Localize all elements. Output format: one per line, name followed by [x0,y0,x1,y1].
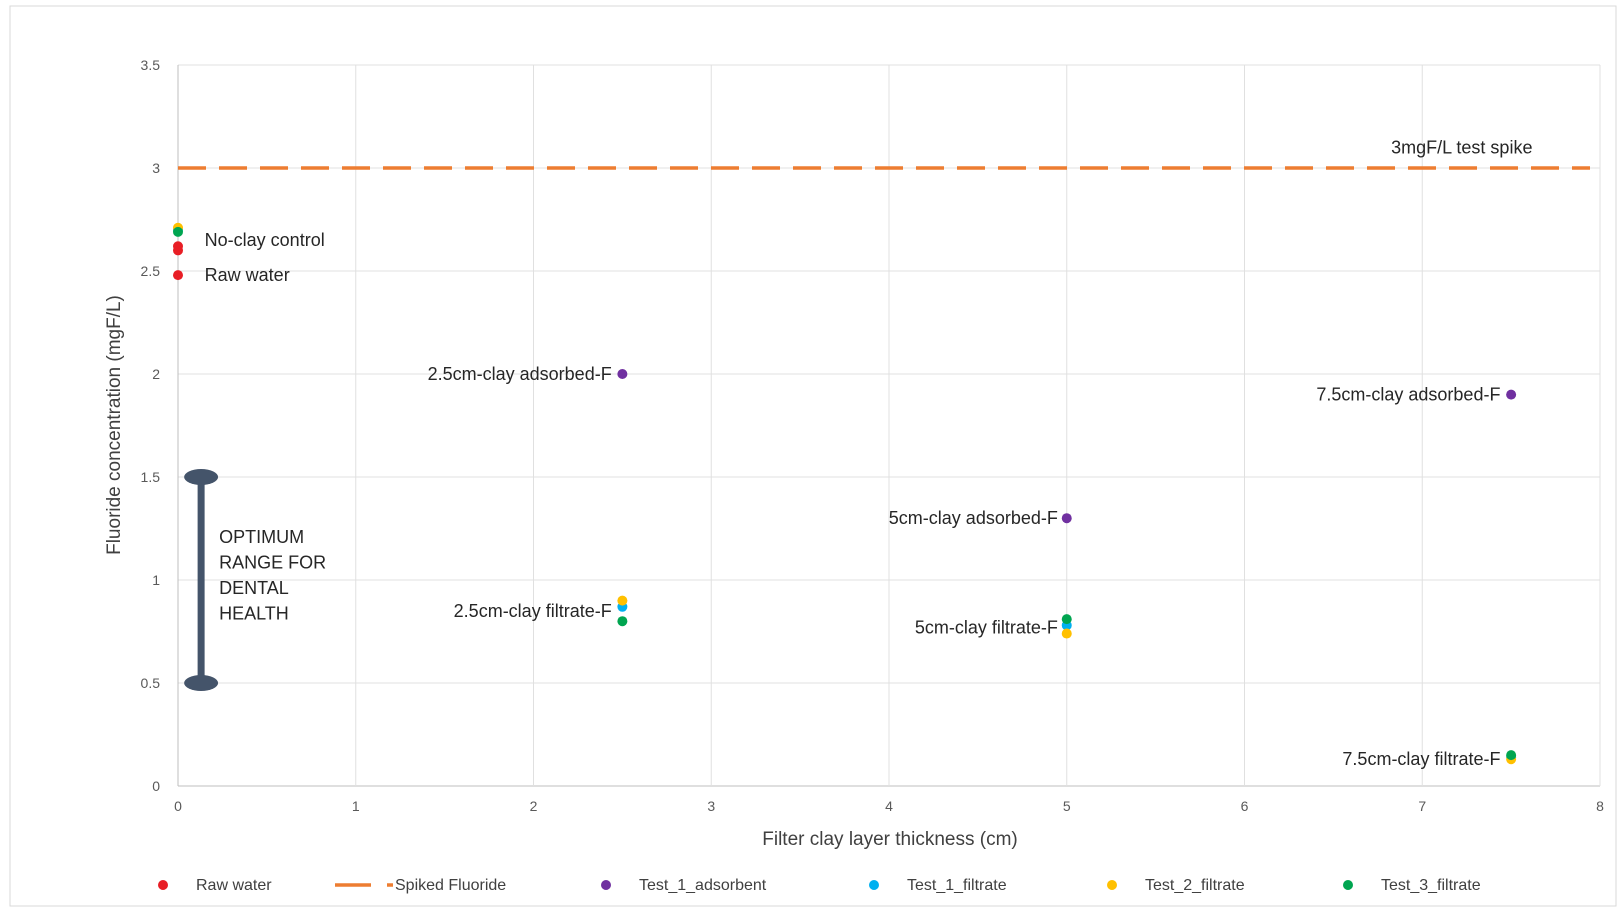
optimum-range-label: DENTAL [219,578,289,598]
data-point [617,369,628,379]
series-test-1-adsorbent [617,369,1517,524]
x-tick-label: 5 [1063,798,1071,814]
legend-item: Test_1_adsorbent [601,877,767,894]
data-point [173,226,183,237]
optimum-range-label: OPTIMUM [219,527,304,547]
optimum-range-label: HEALTH [219,603,289,623]
point-annotation: 2.5cm-clay filtrate-F [454,601,612,621]
chart-border [9,5,1617,907]
optimum-range: OPTIMUM RANGE FOR DENTAL HEALTH [184,469,326,691]
legend-item: Raw water [158,877,272,894]
data-series [173,166,1590,765]
legend-swatch-marker [869,880,879,890]
x-tick-label: 3 [707,798,715,814]
point-annotation: 2.5cm-clay adsorbed-F [428,364,612,384]
y-axis-ticks: 0 0.5 1 1.5 2 2.5 3 3.5 [141,57,161,794]
y-tick-label: 3.5 [141,57,161,73]
y-axis-label: Fluoride concentration (mgF/L) [104,295,125,555]
legend-item: Test_2_filtrate [1107,877,1245,894]
data-point [617,595,628,606]
range-cap-top [184,469,219,485]
point-annotation: No-clay control [205,230,325,250]
point-annotation: Raw water [205,265,290,285]
legend-label: Test_1_adsorbent [639,877,767,894]
y-tick-label: 0.5 [141,675,161,691]
y-tick-label: 2.5 [141,263,161,279]
x-tick-label: 6 [1241,798,1249,814]
data-point [1506,750,1517,761]
range-cap-bottom [184,675,219,691]
legend-swatch-marker [601,880,611,890]
legend-label: Test_2_filtrate [1145,877,1245,894]
x-tick-label: 0 [174,798,182,814]
x-axis-ticks: 0 1 2 3 4 5 6 7 8 [174,798,1604,814]
y-tick-label: 0 [152,778,160,794]
data-point [173,270,183,281]
legend-swatch-marker [158,880,168,890]
legend: Raw water Spiked Fluoride Test_1_adsorbent… [158,877,1481,894]
point-annotation: 3mgF/L test spike [1391,137,1532,157]
legend-item: Test_1_filtrate [869,877,1007,894]
point-annotation: 7.5cm-clay filtrate-F [1342,749,1500,769]
legend-swatch-marker [1343,880,1353,890]
y-tick-label: 3 [152,160,160,176]
x-tick-label: 8 [1596,798,1604,814]
x-tick-label: 7 [1418,798,1426,814]
data-point [1061,614,1072,625]
y-tick-label: 2 [152,366,160,382]
legend-swatch-marker [1107,880,1117,890]
legend-item: Test_3_filtrate [1343,877,1481,894]
x-axis-label: Filter clay layer thickness (cm) [762,829,1018,850]
point-annotation: 5cm-clay filtrate-F [915,617,1058,637]
legend-label: Test_1_filtrate [907,877,1007,894]
data-point [617,616,628,627]
y-tick-label: 1 [152,572,160,588]
x-tick-label: 1 [352,798,360,814]
legend-label: Raw water [196,877,272,894]
optimum-range-label: RANGE FOR [219,552,326,572]
legend-item: Spiked Fluoride [335,877,506,894]
data-point [1061,513,1072,524]
data-point [173,241,183,252]
legend-label: Test_3_filtrate [1381,877,1481,894]
gridlines [177,64,1601,787]
x-tick-label: 4 [885,798,893,814]
data-point [1506,389,1517,400]
point-annotation: 7.5cm-clay adsorbed-F [1316,385,1500,405]
annotations: 3mgF/L test spike No-clay control Raw wate… [205,137,1533,769]
point-annotation: 5cm-clay adsorbed-F [889,508,1058,528]
x-tick-label: 2 [530,798,538,814]
series-test-3-filtrate [173,226,1517,761]
series-raw-water [173,241,183,281]
legend-label: Spiked Fluoride [395,877,506,894]
data-point [1061,628,1072,639]
y-tick-label: 1.5 [141,469,161,485]
